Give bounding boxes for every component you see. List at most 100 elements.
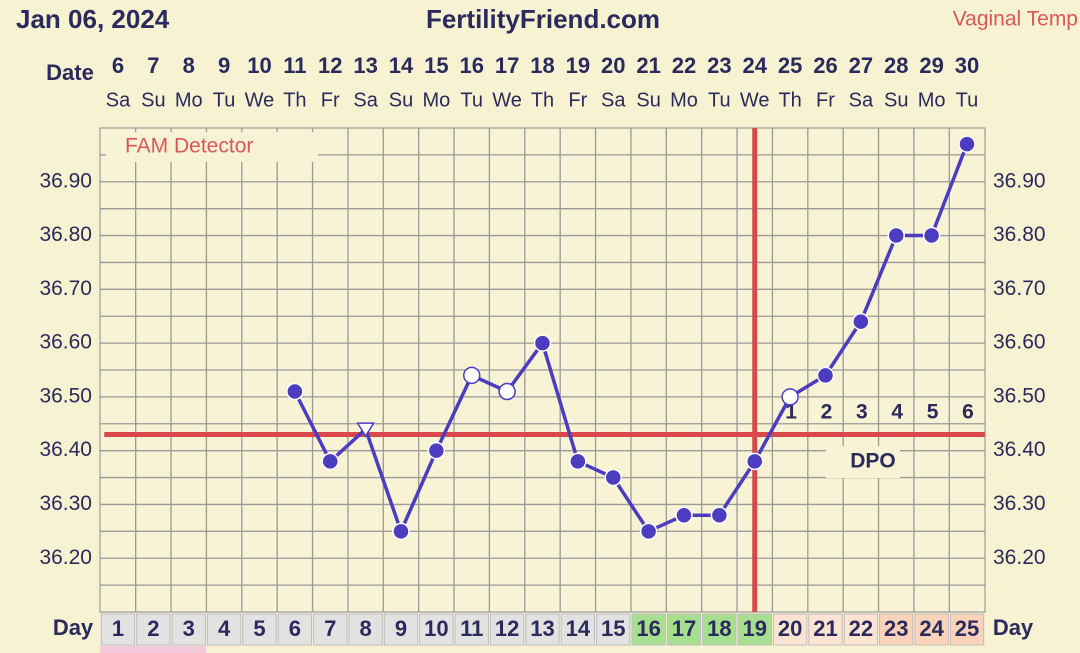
date-label: 15	[424, 53, 448, 78]
day-cell	[666, 613, 702, 646]
day-cell	[489, 613, 525, 646]
weekday-label: Su	[636, 89, 660, 111]
weekday-label: Fr	[816, 89, 835, 111]
day-cell	[631, 613, 666, 646]
day-label: Day	[53, 615, 94, 640]
day-cell	[206, 613, 242, 646]
weekday-label: Th	[778, 89, 801, 111]
day-cell	[136, 613, 171, 646]
date-label: 10	[247, 53, 271, 78]
temp-marker	[675, 506, 693, 524]
temp-marker	[745, 452, 764, 471]
cycle-day: 4	[218, 616, 231, 641]
date-label: 9	[218, 53, 230, 78]
temp-marker	[781, 388, 799, 406]
temp-type: Vaginal Temp	[953, 8, 1078, 31]
temp-marker	[604, 468, 622, 487]
weekday-label: Fr	[568, 89, 587, 111]
day-cell	[242, 613, 277, 646]
day-cell	[914, 613, 949, 646]
weekday-label: Su	[141, 89, 165, 111]
day-cell	[419, 613, 454, 646]
date-label: 17	[495, 53, 519, 78]
temp-marker	[498, 382, 516, 401]
date-label: 23	[707, 53, 731, 78]
cycle-day: 19	[742, 616, 766, 641]
weekday-label: Sa	[849, 89, 874, 111]
weekday-label: Sa	[601, 89, 626, 111]
cycle-day: 7	[324, 616, 336, 641]
y2-tick-label: 36.60	[993, 331, 1046, 354]
y-tick-label: 36.20	[39, 546, 92, 569]
cycle-day: 22	[849, 616, 873, 641]
weekday-label: Th	[283, 89, 306, 111]
day-cell	[454, 613, 489, 646]
temp-marker	[922, 226, 941, 245]
cycle-day: 24	[919, 616, 944, 641]
dpo-number: 5	[927, 401, 939, 424]
temp-marker	[958, 135, 976, 153]
weekday-label: Tu	[460, 89, 483, 111]
date-label: 24	[742, 53, 767, 78]
day-cell	[525, 613, 560, 646]
date-label: 7	[147, 53, 159, 78]
temp-marker	[356, 422, 375, 438]
day-cell	[171, 613, 206, 646]
cycle-day: 9	[395, 616, 407, 641]
cycle-day: 13	[530, 616, 554, 641]
day-cell	[702, 613, 737, 646]
temp-marker	[427, 441, 446, 460]
date-label: 30	[955, 53, 979, 78]
date-label: 27	[849, 53, 873, 78]
cycle-day: 12	[495, 616, 519, 641]
cycle-day: 21	[813, 616, 837, 641]
weekday-label: Mo	[918, 89, 946, 111]
site-name: FertilityFriend.com	[426, 4, 660, 34]
day-cell	[949, 613, 985, 646]
day-cell	[560, 613, 596, 646]
weekday-label: Tu	[213, 89, 236, 111]
weekday-label: Tu	[956, 89, 979, 111]
cycle-day: 23	[884, 616, 908, 641]
temp-marker	[887, 226, 905, 245]
chart-date: Jan 06, 2024	[16, 4, 170, 34]
y-tick-label: 36.30	[39, 492, 92, 515]
date-label: 19	[566, 53, 590, 78]
day-cell	[808, 613, 843, 646]
cycle-day: 3	[183, 616, 195, 641]
cycle-day: 11	[460, 616, 483, 641]
weekday-label: Sa	[353, 89, 378, 111]
dpo-label: DPO	[850, 450, 896, 473]
date-label: 22	[672, 53, 696, 78]
date-label: 26	[813, 53, 837, 78]
weekday-label: Tu	[708, 89, 731, 111]
temp-marker	[816, 366, 835, 385]
weekday-label: We	[492, 89, 522, 111]
cycle-day: 2	[147, 616, 159, 641]
cycle-day: 5	[253, 616, 265, 641]
y2-tick-label: 36.20	[993, 546, 1046, 569]
date-label: 14	[389, 53, 414, 78]
y-tick-label: 36.80	[39, 223, 92, 246]
day-cell	[879, 613, 914, 646]
detector-label: FAM Detector	[125, 135, 253, 158]
day-cell	[313, 613, 348, 646]
cycle-day: 20	[778, 616, 802, 641]
date-label: 13	[353, 53, 377, 78]
date-label: 29	[919, 53, 943, 78]
temp-marker	[569, 452, 587, 471]
day-cell	[277, 613, 313, 646]
dpo-number: 1	[785, 401, 797, 424]
cycle-day: 6	[289, 616, 301, 641]
temp-marker	[462, 366, 481, 385]
period-strip	[100, 646, 206, 653]
date-label: 16	[459, 53, 483, 78]
date-label: 20	[601, 53, 625, 78]
weekday-label: Su	[389, 89, 413, 111]
y-tick-label: 36.70	[39, 277, 92, 300]
date-label: 18	[530, 53, 554, 78]
y2-tick-label: 36.70	[993, 277, 1046, 300]
y2-tick-label: 36.30	[993, 492, 1046, 515]
weekday-label: Mo	[422, 89, 450, 111]
